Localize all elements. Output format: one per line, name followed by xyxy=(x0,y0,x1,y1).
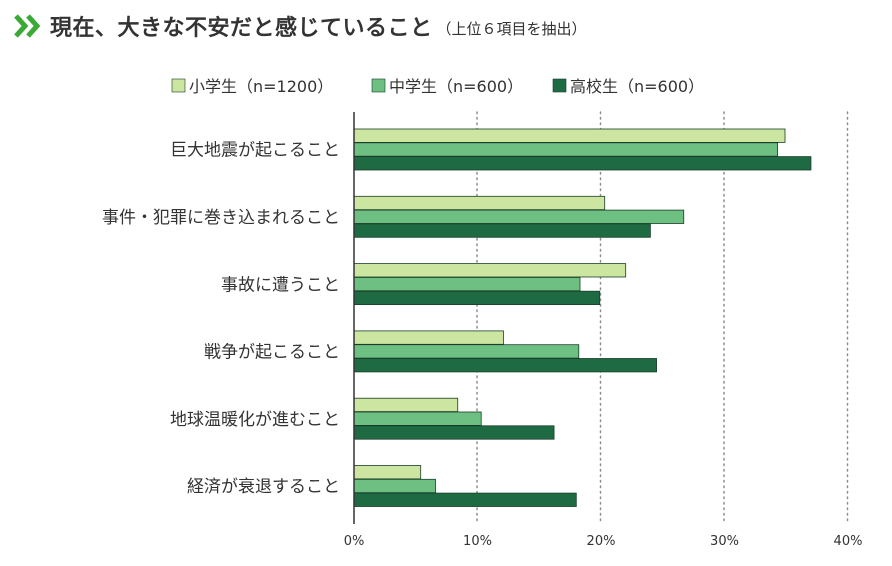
bar xyxy=(353,344,580,359)
category-label: 事件・犯罪に巻き込まれること xyxy=(102,208,340,228)
bar xyxy=(353,397,459,413)
chart-subtitle: （上位６項目を抽出） xyxy=(436,19,587,38)
bar xyxy=(353,290,601,306)
category-label: 事故に遭うこと xyxy=(221,275,340,295)
bar xyxy=(353,223,651,238)
category-label: 地球温暖化が進むこと xyxy=(170,410,340,430)
legend-label: 小学生（n=1200） xyxy=(189,77,333,96)
x-tick-label: 30% xyxy=(710,534,739,549)
bar xyxy=(353,478,436,494)
category-label: 巨大地震が起こること xyxy=(170,141,340,161)
bar xyxy=(353,195,606,211)
legend-swatch xyxy=(171,78,186,93)
bar xyxy=(353,142,779,157)
bar xyxy=(353,156,812,171)
chart-title: 現在、大きな不安だと感じていること xyxy=(50,16,433,41)
bar xyxy=(353,330,504,345)
legend-swatch xyxy=(371,78,386,93)
double-chevron-right-icon xyxy=(14,14,41,38)
bar xyxy=(353,276,581,292)
legend-swatch xyxy=(552,78,567,93)
chart-title-row: 現在、大きな不安だと感じていること （上位６項目を抽出） xyxy=(12,10,587,42)
category-label: 戦争が起こること xyxy=(204,343,340,363)
legend-label: 高校生（n=600） xyxy=(570,77,704,96)
bar xyxy=(353,358,657,373)
bar xyxy=(353,425,555,440)
x-tick-label: 0% xyxy=(344,534,365,549)
bar xyxy=(353,411,482,426)
bar xyxy=(353,263,627,278)
x-tick-label: 40% xyxy=(834,534,863,549)
bar xyxy=(353,209,685,224)
bar xyxy=(353,465,422,480)
bar xyxy=(353,128,786,143)
legend-label: 中学生（n=600） xyxy=(389,77,523,96)
bar xyxy=(353,492,577,507)
category-label: 経済が衰退すること xyxy=(187,477,340,497)
x-tick-label: 10% xyxy=(463,534,492,549)
x-tick-label: 20% xyxy=(587,534,616,549)
